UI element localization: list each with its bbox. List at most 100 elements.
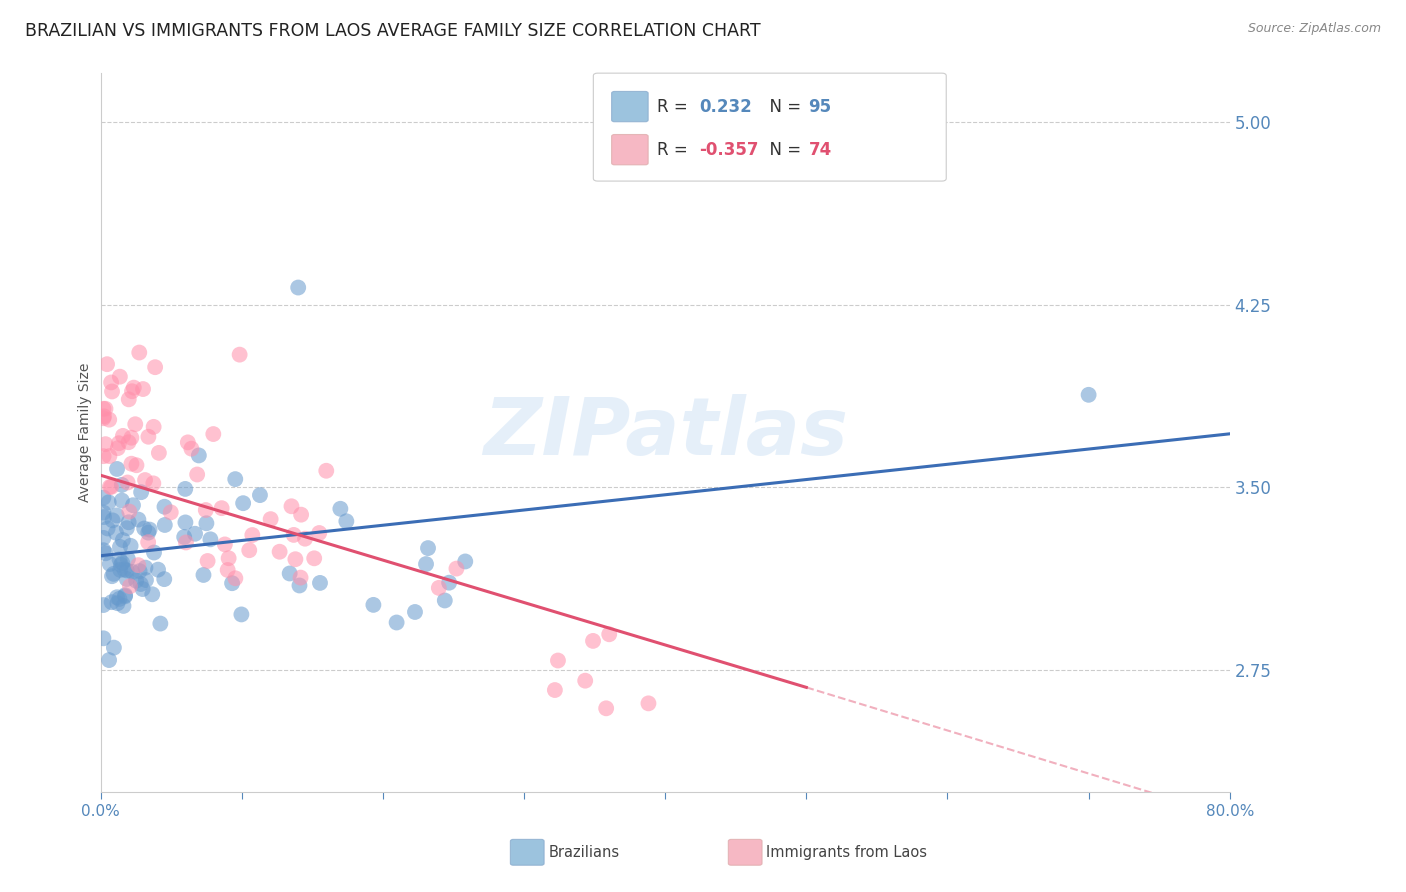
Point: [93, 491, 115, 505]
Point: [637, 697, 659, 711]
Point: [112, 599, 135, 613]
Point: [117, 552, 139, 566]
Point: [108, 552, 131, 566]
Point: [124, 417, 146, 432]
Point: [120, 539, 142, 553]
Point: [115, 572, 138, 586]
Point: [146, 563, 169, 577]
Point: [288, 578, 311, 592]
Point: [174, 516, 197, 530]
Point: [404, 605, 426, 619]
Point: [302, 551, 325, 566]
Text: Immigrants from Laos: Immigrants from Laos: [766, 845, 928, 860]
Point: [211, 501, 233, 516]
Point: [118, 505, 141, 519]
Point: [96, 357, 118, 371]
Point: [427, 581, 450, 595]
Point: [335, 514, 357, 528]
Point: [105, 462, 128, 476]
Point: [202, 427, 225, 442]
Point: [143, 545, 166, 559]
Point: [363, 598, 385, 612]
Point: [122, 381, 145, 395]
Point: [574, 673, 596, 688]
Point: [284, 552, 307, 566]
Point: [93, 543, 115, 558]
Point: [120, 431, 142, 445]
Text: ZIPatlas: ZIPatlas: [482, 393, 848, 472]
Point: [221, 576, 243, 591]
Point: [194, 503, 217, 517]
Point: [134, 560, 156, 574]
Point: [112, 562, 135, 576]
Point: [186, 467, 208, 482]
Point: [110, 558, 132, 572]
Point: [259, 512, 281, 526]
Point: [231, 607, 253, 622]
Point: [173, 530, 195, 544]
Point: [117, 435, 139, 450]
Point: [93, 409, 115, 424]
Point: [104, 525, 127, 540]
Point: [131, 582, 153, 596]
Point: [100, 595, 122, 609]
Point: [105, 591, 128, 605]
Point: [98, 412, 121, 426]
Point: [153, 518, 176, 533]
Point: [249, 488, 271, 502]
Point: [111, 429, 134, 443]
Point: [100, 480, 122, 494]
Point: [544, 683, 567, 698]
Point: [121, 565, 143, 579]
Point: [315, 464, 337, 478]
Point: [94, 401, 117, 416]
Point: [138, 523, 160, 537]
Point: [111, 493, 134, 508]
Point: [232, 496, 254, 510]
Point: [149, 616, 172, 631]
Text: 0.232: 0.232: [699, 97, 752, 116]
Point: [98, 653, 121, 667]
Point: [174, 535, 197, 549]
Point: [107, 441, 129, 455]
Point: [218, 551, 240, 566]
Point: [115, 521, 138, 535]
Point: [97, 495, 120, 509]
Point: [159, 505, 181, 519]
Text: BRAZILIAN VS IMMIGRANTS FROM LAOS AVERAGE FAMILY SIZE CORRELATION CHART: BRAZILIAN VS IMMIGRANTS FROM LAOS AVERAG…: [25, 22, 761, 40]
Point: [98, 557, 121, 571]
Point: [294, 532, 316, 546]
Point: [121, 384, 143, 399]
Point: [278, 566, 301, 581]
Point: [93, 510, 115, 524]
Point: [582, 634, 605, 648]
Text: N =: N =: [759, 97, 807, 116]
Point: [142, 476, 165, 491]
Point: [128, 345, 150, 359]
Point: [108, 540, 131, 554]
Point: [132, 382, 155, 396]
Point: [141, 587, 163, 601]
Point: [108, 369, 131, 384]
Text: Brazilians: Brazilians: [548, 845, 620, 860]
Point: [547, 653, 569, 667]
Point: [103, 566, 125, 581]
Point: [111, 478, 134, 492]
Point: [283, 528, 305, 542]
Point: [143, 360, 166, 375]
Point: [309, 575, 332, 590]
Point: [100, 376, 122, 390]
Point: [224, 472, 246, 486]
Point: [437, 575, 460, 590]
Point: [115, 563, 138, 577]
Point: [224, 571, 246, 585]
Point: [108, 436, 131, 450]
Text: -0.357: -0.357: [699, 141, 758, 159]
Point: [135, 573, 157, 587]
Point: [93, 401, 115, 416]
Point: [187, 449, 209, 463]
Point: [290, 571, 312, 585]
Text: 74: 74: [808, 141, 832, 159]
Point: [280, 500, 302, 514]
Point: [127, 512, 149, 526]
